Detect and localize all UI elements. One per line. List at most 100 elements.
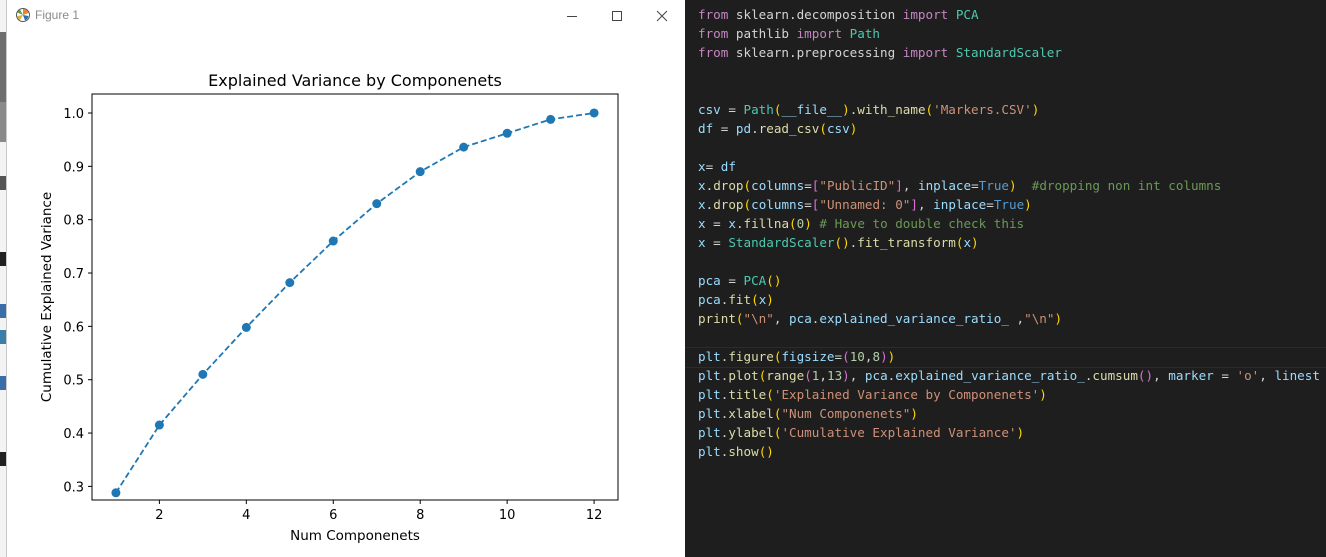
code-token: . <box>720 292 729 307</box>
code-token: PCA <box>948 7 979 22</box>
code-token: , <box>849 368 865 383</box>
code-token: ( <box>955 235 964 250</box>
code-token: x <box>698 178 706 193</box>
code-token: , <box>773 311 790 326</box>
code-token: "Num Componenets" <box>781 406 911 421</box>
code-token: cumsum <box>1092 368 1138 383</box>
code-token: () <box>766 273 782 288</box>
background-text-fragment <box>0 330 6 344</box>
code-line: x= df <box>698 157 736 176</box>
code-token: = <box>720 273 744 288</box>
minimize-button[interactable] <box>549 0 595 31</box>
code-token: ] <box>895 178 903 193</box>
code-token: read_csv <box>758 121 820 136</box>
x-tick-label: 8 <box>416 508 424 523</box>
code-token: ( <box>804 368 812 383</box>
code-token: from <box>698 26 729 41</box>
code-token: ( <box>773 102 782 117</box>
code-token: 1 <box>811 368 820 383</box>
close-icon <box>656 10 668 21</box>
code-token: ) <box>842 368 850 383</box>
code-token: sklearn.decomposition <box>728 7 903 22</box>
code-token: x <box>698 197 706 212</box>
matplotlib-icon <box>16 8 30 22</box>
code-token: pca <box>789 311 812 326</box>
code-token: 'Markers.CSV' <box>933 102 1032 117</box>
code-line: plt.figure(figsize=(10,8)) <box>698 347 895 366</box>
code-token: xlabel <box>728 406 774 421</box>
code-editor[interactable]: from sklearn.decomposition import PCA fro… <box>685 0 1326 557</box>
code-token: plot <box>728 368 759 383</box>
code-token: figsize <box>781 349 835 364</box>
code-line: df = pd.read_csv(csv) <box>698 119 857 138</box>
background-window-block <box>0 32 7 102</box>
code-line: plt.ylabel('Cumulative Explained Varianc… <box>698 423 1024 442</box>
code-token: df <box>720 159 736 174</box>
y-tick-label: 0.3 <box>63 480 84 495</box>
code-token: x <box>963 235 972 250</box>
code-token: . <box>720 444 729 459</box>
code-token: ( <box>735 311 744 326</box>
x-tick-label: 6 <box>329 508 337 523</box>
code-token: ) <box>842 102 850 117</box>
maximize-button[interactable] <box>594 0 640 31</box>
code-line: pca.fit(x) <box>698 290 774 309</box>
code-token: __file__ <box>781 102 843 117</box>
code-token: "\n" <box>743 311 774 326</box>
code-token: # Have to double check this <box>819 216 1025 231</box>
code-token: () <box>834 235 850 250</box>
code-token: x <box>698 235 706 250</box>
code-token: ( <box>773 349 782 364</box>
code-token: columns <box>751 197 805 212</box>
code-token: , <box>917 197 934 212</box>
code-line: print("\n", pca.explained_variance_ratio… <box>698 309 1062 328</box>
code-token: Path <box>743 102 774 117</box>
chart-title: Explained Variance by Componenets <box>208 71 502 90</box>
code-token: import <box>902 45 949 60</box>
code-token: True <box>993 197 1025 212</box>
code-token: , <box>902 178 918 193</box>
code-token: import <box>902 7 949 22</box>
current-line-highlight <box>685 347 1326 368</box>
code-token: "\n" <box>1024 311 1055 326</box>
code-token: , <box>1259 368 1275 383</box>
code-token: pd <box>735 121 752 136</box>
x-tick-label: 12 <box>586 508 603 523</box>
code-token: x <box>728 216 736 231</box>
code-token: = <box>804 197 812 212</box>
axes-frame <box>91 93 619 501</box>
code-token: linest <box>1274 368 1320 383</box>
code-token: plt <box>698 444 721 459</box>
data-point <box>328 236 338 246</box>
code-token: [ <box>811 178 820 193</box>
code-token: ( <box>773 406 782 421</box>
code-token: ) <box>1031 102 1040 117</box>
background-window-block <box>0 102 7 142</box>
code-token: . <box>1084 368 1093 383</box>
code-token: PCA <box>743 273 767 288</box>
y-tick-label: 0.6 <box>63 320 84 335</box>
code-token: pca <box>698 292 721 307</box>
data-point <box>198 369 208 379</box>
code-token: import <box>796 26 843 41</box>
close-button[interactable] <box>639 0 685 31</box>
data-point <box>154 420 164 430</box>
background-window-edge <box>0 0 7 557</box>
code-token: 'o' <box>1236 368 1260 383</box>
code-token: inplace <box>933 197 987 212</box>
code-token: . <box>849 102 858 117</box>
code-token: . <box>751 121 759 136</box>
code-token: . <box>720 406 729 421</box>
y-tick-label: 0.4 <box>63 427 84 442</box>
series-line <box>115 112 595 494</box>
y-axis-label: Cumulative Explained Variance <box>39 192 55 402</box>
code-token: plt <box>698 387 721 402</box>
code-token: 'Explained Variance by Componenets' <box>773 387 1040 402</box>
code-token: x <box>698 159 706 174</box>
title-bar[interactable]: Figure 1 <box>7 0 686 31</box>
y-tick-label: 0.9 <box>63 160 84 175</box>
code-token: "Unnamed: 0" <box>819 197 911 212</box>
code-token: ( <box>751 292 759 307</box>
figure-window[interactable]: Figure 1 Explained Variance by Componene… <box>6 0 686 557</box>
code-token: = <box>705 159 721 174</box>
